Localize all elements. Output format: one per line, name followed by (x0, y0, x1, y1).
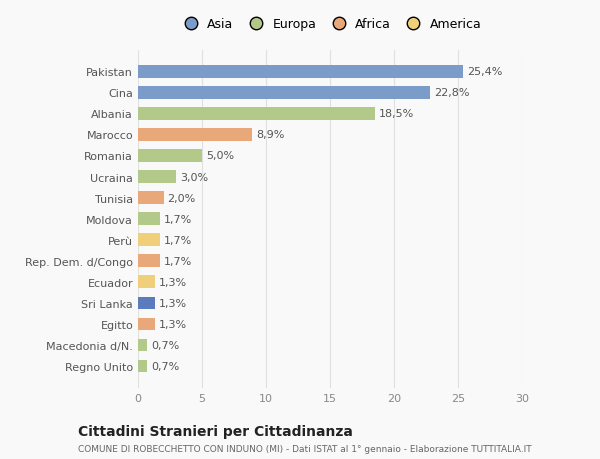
Text: 1,3%: 1,3% (158, 277, 187, 287)
Bar (138, 213, 160, 225)
Bar (138, 150, 202, 162)
Text: 8,9%: 8,9% (256, 130, 284, 140)
Text: 0,7%: 0,7% (151, 340, 179, 350)
Bar (138, 87, 430, 100)
Text: 1,3%: 1,3% (158, 298, 187, 308)
Text: 1,7%: 1,7% (164, 235, 192, 245)
Text: 1,7%: 1,7% (164, 256, 192, 266)
Bar (138, 234, 160, 246)
Legend: Asia, Europa, Africa, America: Asia, Europa, Africa, America (173, 13, 487, 36)
Text: 1,3%: 1,3% (158, 319, 187, 329)
Text: 2,0%: 2,0% (167, 193, 196, 203)
Bar (138, 297, 155, 309)
Bar (138, 108, 375, 120)
Text: 18,5%: 18,5% (379, 109, 414, 119)
Bar (138, 66, 463, 78)
Text: Cittadini Stranieri per Cittadinanza: Cittadini Stranieri per Cittadinanza (78, 425, 353, 438)
Bar (138, 360, 147, 373)
Text: 0,7%: 0,7% (151, 361, 179, 371)
Bar (138, 276, 155, 289)
Bar (138, 255, 160, 268)
Text: COMUNE DI ROBECCHETTO CON INDUNO (MI) - Dati ISTAT al 1° gennaio - Elaborazione : COMUNE DI ROBECCHETTO CON INDUNO (MI) - … (78, 444, 532, 453)
Text: 5,0%: 5,0% (206, 151, 234, 161)
Bar (138, 171, 176, 184)
Bar (138, 129, 252, 141)
Bar (138, 339, 147, 352)
Text: 1,7%: 1,7% (164, 214, 192, 224)
Bar (138, 192, 164, 204)
Bar (138, 318, 155, 330)
Text: 22,8%: 22,8% (434, 88, 469, 98)
Text: 3,0%: 3,0% (180, 172, 208, 182)
Text: 25,4%: 25,4% (467, 67, 502, 77)
